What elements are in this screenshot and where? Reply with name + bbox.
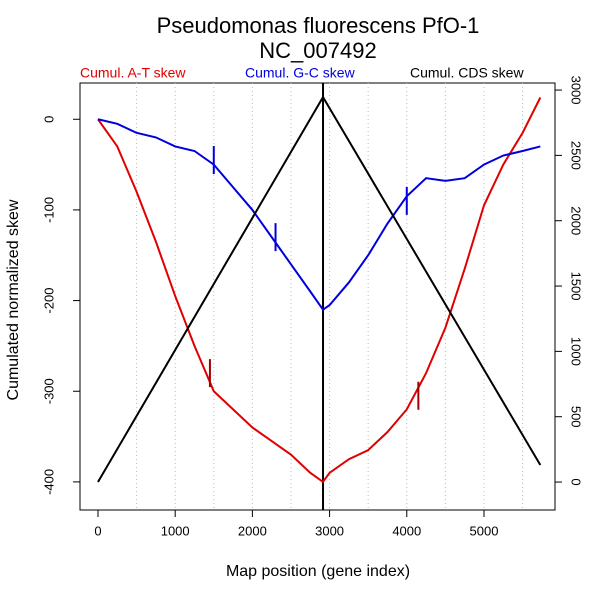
y-tick-label: -100	[41, 197, 56, 223]
y-tick-label: 0	[41, 116, 56, 123]
y2-tick-label: 500	[569, 406, 584, 428]
chart-subtitle: NC_007492	[259, 38, 376, 63]
y2-tick-label: 0	[569, 478, 584, 485]
series-line	[97, 97, 542, 484]
series-line	[97, 118, 541, 312]
y-tick-label: -400	[41, 469, 56, 495]
x-tick-label: 5000	[470, 523, 499, 538]
legend-label: Cumul. CDS skew	[410, 65, 524, 81]
plot-frame	[79, 82, 556, 511]
chart-title: Pseudomonas fluorescens PfO-1	[157, 13, 480, 38]
x-axis-label: Map position (gene index)	[226, 563, 410, 580]
x-tick-label: 0	[94, 523, 101, 538]
x-tick-label: 3000	[315, 523, 344, 538]
y-tick-label: -200	[41, 288, 56, 314]
y-axis-label: Cumulated normalized skew	[5, 199, 22, 400]
y-tick-label: -300	[41, 378, 56, 404]
legend-label: Cumul. A-T skew	[80, 65, 186, 81]
x-tick-label: 2000	[238, 523, 267, 538]
series-line	[97, 95, 542, 483]
y2-tick-label: 1500	[569, 272, 584, 301]
y2-tick-label: 3000	[569, 76, 584, 105]
legend-label: Cumul. G-C skew	[245, 65, 356, 81]
y2-tick-label: 2000	[569, 206, 584, 235]
x-tick-label: 4000	[392, 523, 421, 538]
x-tick-label: 1000	[161, 523, 190, 538]
y2-tick-label: 1000	[569, 337, 584, 366]
y2-tick-label: 2500	[569, 141, 584, 170]
